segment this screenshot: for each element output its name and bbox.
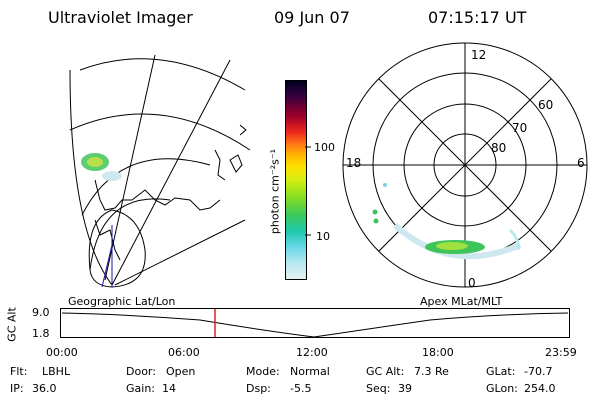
colorbar-tick-marks bbox=[305, 146, 311, 236]
right-panel-caption: Apex MLat/MLT bbox=[420, 295, 503, 308]
colorbar bbox=[285, 80, 307, 280]
seq-value: 39 bbox=[398, 382, 412, 395]
filter-value: LBHL bbox=[42, 365, 71, 378]
timeline-x-tick-1: 06:00 bbox=[168, 346, 200, 359]
timeline-y-label: GC Alt bbox=[5, 307, 19, 342]
mode-value: Normal bbox=[290, 365, 330, 378]
mlat-label-60: 60 bbox=[538, 98, 554, 112]
timeline-x-tick-2: 12:00 bbox=[296, 346, 328, 359]
gain-value: 14 bbox=[162, 382, 176, 395]
seq-label: Seq: bbox=[366, 382, 391, 395]
polar-plot bbox=[342, 42, 588, 288]
colorbar-unit-label: photon cm⁻²s⁻¹ bbox=[268, 148, 282, 235]
mlt-label-0: 0 bbox=[468, 276, 476, 290]
geographic-map bbox=[69, 54, 251, 288]
dsp-value: -5.5 bbox=[290, 382, 312, 395]
gcalt-value: 7.3 Re bbox=[414, 365, 449, 378]
filter-label: Flt: bbox=[10, 365, 28, 378]
dsp-label: Dsp: bbox=[246, 382, 271, 395]
gcalt-label: GC Alt: bbox=[366, 365, 405, 378]
glon-label: GLon: bbox=[486, 382, 518, 395]
date-label: 09 Jun 07 bbox=[274, 8, 350, 27]
mlt-label-6: 6 bbox=[577, 156, 585, 170]
colorbar-tick-10: 10 bbox=[316, 230, 330, 243]
timeline-y-tick-bottom: 1.8 bbox=[32, 327, 50, 340]
timeline-y-tick-top: 9.0 bbox=[32, 306, 50, 319]
left-panel-caption: Geographic Lat/Lon bbox=[68, 295, 176, 308]
timeline-x-tick-4: 23:59 bbox=[545, 346, 577, 359]
ip-value: 36.0 bbox=[32, 382, 57, 395]
glat-label: GLat: bbox=[486, 365, 516, 378]
altitude-timeline bbox=[60, 308, 570, 338]
mlat-label-80: 80 bbox=[491, 141, 507, 155]
colorbar-tick-100: 100 bbox=[314, 141, 335, 154]
gain-label: Gain: bbox=[126, 382, 155, 395]
ip-label: IP: bbox=[10, 382, 24, 395]
door-value: Open bbox=[166, 365, 196, 378]
glat-value: -70.7 bbox=[524, 365, 553, 378]
door-label: Door: bbox=[126, 365, 156, 378]
mlt-label-12: 12 bbox=[471, 48, 487, 62]
instrument-title: Ultraviolet Imager bbox=[48, 8, 193, 27]
mlat-label-70: 70 bbox=[512, 121, 528, 135]
mode-label: Mode: bbox=[246, 365, 280, 378]
time-label: 07:15:17 UT bbox=[428, 8, 527, 27]
timeline-x-tick-0: 00:00 bbox=[46, 346, 78, 359]
glon-value: 254.0 bbox=[524, 382, 556, 395]
mlt-label-18: 18 bbox=[346, 156, 362, 170]
timeline-x-tick-3: 18:00 bbox=[422, 346, 454, 359]
